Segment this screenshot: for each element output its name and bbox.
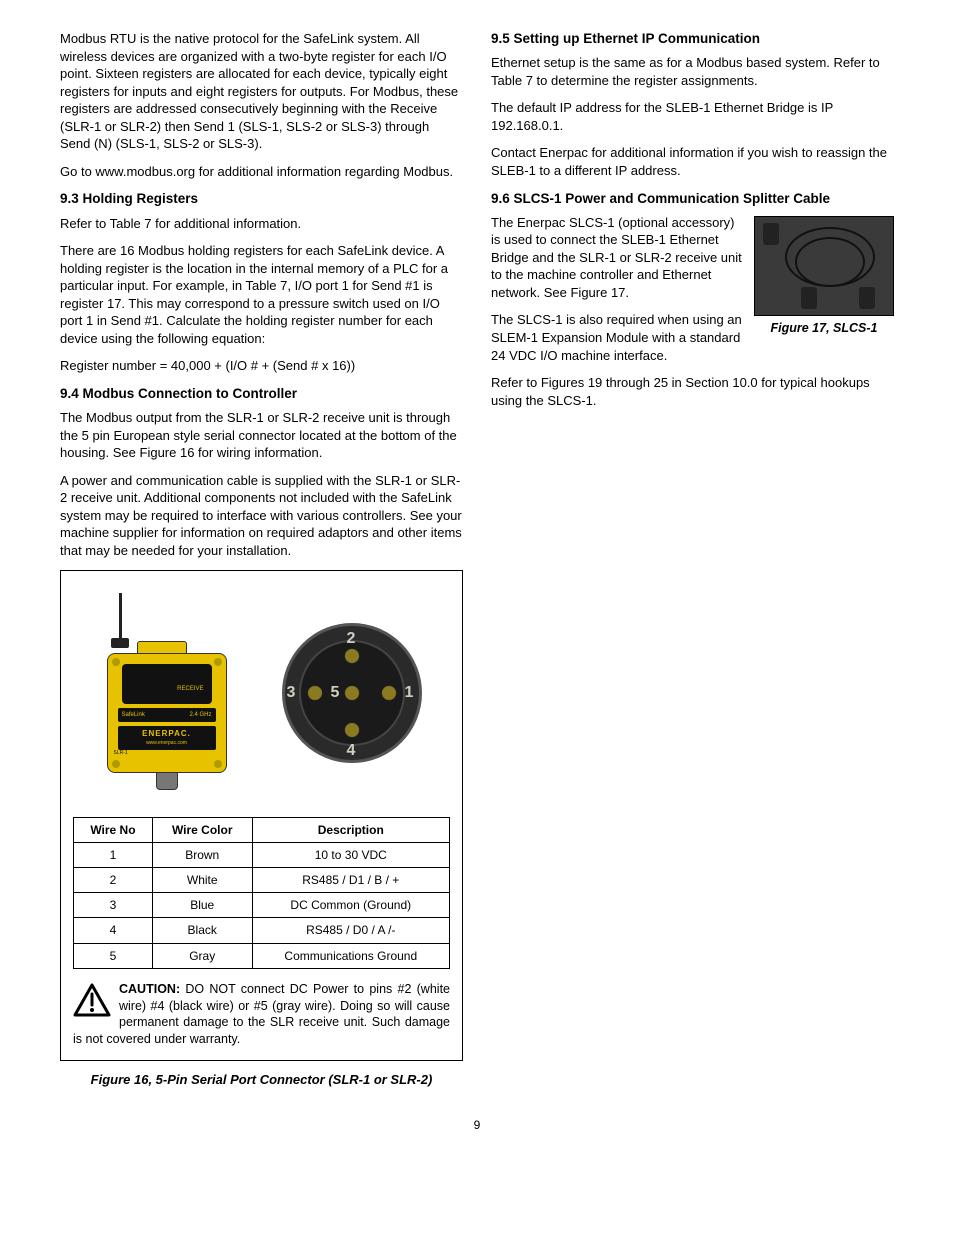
section-9-4-heading: 9.4 Modbus Connection to Controller: [60, 385, 463, 403]
right-column: 9.5 Setting up Ethernet IP Communication…: [491, 30, 894, 1089]
sec95-p1: Ethernet setup is the same as for a Modb…: [491, 54, 894, 89]
cable-loop-icon: [795, 237, 865, 287]
cell-wire-color: Gray: [152, 943, 252, 968]
pin-2: [344, 648, 360, 664]
pin-5: [344, 685, 360, 701]
caution-triangle-icon: [73, 983, 111, 1017]
brand-text: ENERPAC.: [142, 729, 191, 740]
cell-wire-no: 5: [74, 943, 153, 968]
sec93-equation: Register number = 40,000 + (I/O # + (Sen…: [60, 357, 463, 375]
cell-description: DC Common (Ground): [252, 893, 449, 918]
sec95-p3: Contact Enerpac for additional informati…: [491, 144, 894, 179]
caution-label: CAUTION:: [119, 982, 180, 996]
device-display: RECEIVE: [122, 664, 212, 704]
antenna-icon: [119, 593, 122, 643]
figure-16-graphics: RECEIVE SafeLink 2.4 GHz ENERPAC. www.en…: [73, 583, 450, 811]
sec94-p2: A power and communication cable is suppl…: [60, 472, 463, 560]
cell-description: RS485 / D0 / A /-: [252, 918, 449, 943]
brand-url: www.enerpac.com: [146, 740, 187, 747]
section-9-3-heading: 9.3 Holding Registers: [60, 190, 463, 208]
bottom-connector-icon: [156, 772, 178, 790]
device-label-strip: SafeLink 2.4 GHz: [118, 708, 216, 722]
sec96-p3: Refer to Figures 19 through 25 in Sectio…: [491, 374, 894, 409]
page-number: 9: [60, 1117, 894, 1133]
table-row: 4 Black RS485 / D0 / A /-: [74, 918, 450, 943]
cell-wire-no: 4: [74, 918, 153, 943]
screw-icon: [112, 760, 120, 768]
table-row: 1 Brown 10 to 30 VDC: [74, 842, 450, 867]
cell-wire-color: Black: [152, 918, 252, 943]
connector-icon: [801, 287, 817, 309]
figure-17-block: Figure 17, SLCS-1: [754, 216, 894, 337]
pin-1: [381, 685, 397, 701]
left-column: Modbus RTU is the native protocol for th…: [60, 30, 463, 1089]
screw-icon: [214, 658, 222, 666]
pin-label-5: 5: [331, 682, 340, 704]
cell-wire-no: 3: [74, 893, 153, 918]
section-9-6-heading: 9.6 SLCS-1 Power and Communication Split…: [491, 190, 894, 208]
cell-description: 10 to 30 VDC: [252, 842, 449, 867]
col-wire-color: Wire Color: [152, 817, 252, 842]
receive-label: RECEIVE: [175, 684, 205, 694]
col-wire-no: Wire No: [74, 817, 153, 842]
sec95-p2: The default IP address for the SLEB-1 Et…: [491, 99, 894, 134]
slr-model-text: SLR-1: [114, 750, 128, 757]
cell-wire-no: 2: [74, 867, 153, 892]
cell-wire-color: Brown: [152, 842, 252, 867]
cell-description: Communications Ground: [252, 943, 449, 968]
sec93-p1: Refer to Table 7 for additional informat…: [60, 215, 463, 233]
section-9-5-heading: 9.5 Setting up Ethernet IP Communication: [491, 30, 894, 48]
device-body: RECEIVE SafeLink 2.4 GHz ENERPAC. www.en…: [107, 653, 227, 773]
pin-3: [307, 685, 323, 701]
cell-description: RS485 / D1 / B / +: [252, 867, 449, 892]
table-row: 5 Gray Communications Ground: [74, 943, 450, 968]
col-description: Description: [252, 817, 449, 842]
table-row: 3 Blue DC Common (Ground): [74, 893, 450, 918]
intro-paragraph: Modbus RTU is the native protocol for th…: [60, 30, 463, 153]
connector-face-diagram: 2 4 3 1 5: [277, 618, 427, 768]
cell-wire-color: Blue: [152, 893, 252, 918]
caution-block: CAUTION: DO NOT connect DC Power to pins…: [73, 981, 450, 1049]
cell-wire-color: White: [152, 867, 252, 892]
antenna-base-icon: [111, 638, 129, 648]
pin-4: [344, 722, 360, 738]
freq-text: 2.4 GHz: [189, 711, 211, 719]
safelink-text: SafeLink: [122, 711, 145, 719]
pin-label-1: 1: [405, 682, 414, 704]
cell-wire-no: 1: [74, 842, 153, 867]
connector-icon: [763, 223, 779, 245]
sec93-p2: There are 16 Modbus holding registers fo…: [60, 242, 463, 347]
connector-icon: [859, 287, 875, 309]
slcs-1-photo: [754, 216, 894, 316]
figure-17-caption: Figure 17, SLCS-1: [754, 320, 894, 337]
wire-table: Wire No Wire Color Description 1 Brown 1…: [73, 817, 450, 969]
screw-icon: [112, 658, 120, 666]
two-column-layout: Modbus RTU is the native protocol for th…: [60, 30, 894, 1089]
sec94-p1: The Modbus output from the SLR-1 or SLR-…: [60, 409, 463, 462]
pin-label-4: 4: [347, 740, 356, 762]
table-row: 2 White RS485 / D1 / B / +: [74, 867, 450, 892]
device-brand-strip: ENERPAC. www.enerpac.com: [118, 726, 216, 750]
pin-label-3: 3: [287, 682, 296, 704]
table-header-row: Wire No Wire Color Description: [74, 817, 450, 842]
pin-label-2: 2: [347, 628, 356, 650]
figure-16-caption: Figure 16, 5-Pin Serial Port Connector (…: [60, 1071, 463, 1089]
modbus-link-paragraph: Go to www.modbus.org for additional info…: [60, 163, 463, 181]
screw-icon: [214, 760, 222, 768]
sec96-block: Figure 17, SLCS-1 The Enerpac SLCS-1 (op…: [491, 214, 894, 419]
safelink-device-illustration: RECEIVE SafeLink 2.4 GHz ENERPAC. www.en…: [97, 593, 237, 793]
wire-table-body: 1 Brown 10 to 30 VDC 2 White RS485 / D1 …: [74, 842, 450, 968]
figure-16-box: RECEIVE SafeLink 2.4 GHz ENERPAC. www.en…: [60, 570, 463, 1062]
